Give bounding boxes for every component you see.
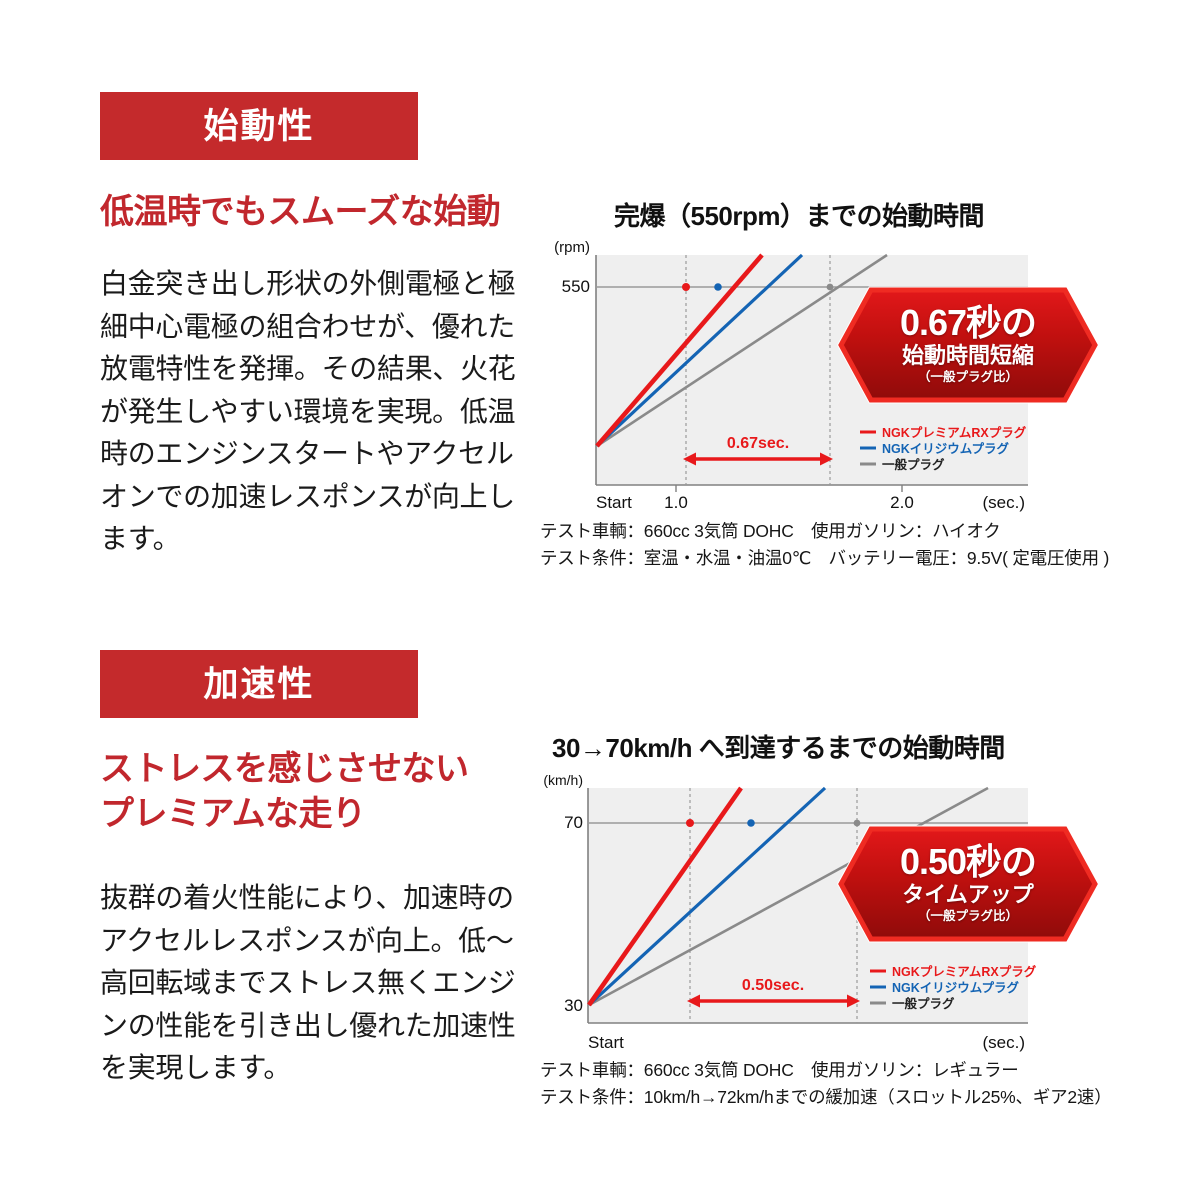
chart-title-startability: 完爆（550rpm）までの始動時間 [614,201,985,231]
annotation-label-acceleration: 0.50sec. [742,977,804,994]
x-tick-label-start: Start [588,1033,624,1052]
series-line-premium-rx [595,253,764,448]
series-line-iridium [587,786,827,1007]
category-badge-label: 加速性 [203,664,315,704]
chart-acceleration: 0.50sec. (km/h) 70 30 Start (sec.) NGKプレ… [540,768,1120,1058]
acceleration-left-column: 加速性 [100,650,540,718]
footnotes-startability: テスト車輌：660cc 3気筒 DOHC 使用ガソリン：ハイオク テスト条件：室… [540,518,1120,572]
series-line-iridium [595,253,804,448]
legend-label-standard: 一般プラグ [882,457,945,472]
startability-body-wrap: 白金突き出し形状の外側電極と極細中心電極の組合わせが、優れた放電特性を発揮。その… [100,263,534,561]
section-acceleration: 加速性 ストレスを感じさせない プレミアムな走り 抜群の着火性能により、加速時の… [0,620,1200,1200]
category-badge-startability: 始動性 [100,92,418,160]
y-axis-unit-label: (rpm) [554,239,590,256]
chart-title-acceleration: 30→70km/h へ到達するまでの始動時間 [552,733,1005,763]
series-line-standard [596,253,888,448]
annotation-label-startability: 0.67sec. [727,435,789,452]
acceleration-body-wrap: 抜群の着火性能により、加速時のアクセルレスポンスが向上。低〜高回転域までストレス… [100,877,534,1090]
callout-label-acceleration: タイムアップ [902,881,1034,907]
x-axis-unit-label: (sec.) [983,493,1026,512]
series-line-standard [588,786,989,1007]
acceleration-headline-wrap: ストレスを感じさせない プレミアムな走り [100,747,540,837]
callout-badge-shape [837,286,1099,404]
callout-label-startability: 始動時間短縮 [901,342,1034,368]
acceleration-chart-title-wrap: 30→70km/h へ到達するまでの始動時間 [540,728,1120,765]
startability-headline-wrap: 低温時でもスムーズな始動 [100,190,540,235]
y-axis-unit-label: (km/h) [543,772,583,788]
legend-label-iridium: NGKイリジウムプラグ [882,441,1010,456]
callout-value-acceleration: 0.50秒の [899,840,1037,882]
footnotes-acceleration: テスト車輌：660cc 3気筒 DOHC 使用ガソリン：レギュラー テスト条件：… [540,1057,1120,1111]
legend-label-premium-rx: NGKプレミアムRXプラグ [892,964,1037,979]
acceleration-headline: ストレスを感じさせない プレミアムな走り [100,750,469,833]
series-point-premium-rx [682,283,690,291]
y-tick-label-70: 70 [564,813,583,832]
series-point-standard [853,819,861,827]
callout-badge-acceleration: 0.50秒の タイムアップ （一般プラグ比） [837,825,1099,948]
chart-legend-acceleration: NGKプレミアムRXプラグ NGKイリジウムプラグ 一般プラグ [870,964,1037,1011]
series-point-premium-rx [686,819,694,827]
section-startability: 始動性 低温時でもスムーズな始動 白金突き出し形状の外側電極と極細中心電極の組合… [100,92,1120,572]
callout-badge-startability: 0.67秒の 始動時間短縮 （一般プラグ比） [837,286,1099,409]
series-point-standard [826,283,834,291]
annotation-arrow-startability [683,452,833,466]
legend-label-iridium: NGKイリジウムプラグ [892,980,1020,995]
series-point-iridium [747,819,755,827]
x-tick-label-1: 1.0 [664,493,688,512]
chart-legend-startability: NGKプレミアムRXプラグ NGKイリジウムプラグ 一般プラグ [860,425,1027,472]
footnote-line: テスト車輌：660cc 3気筒 DOHC 使用ガソリン：レギュラー [540,1060,1019,1080]
footnote-line: テスト車輌：660cc 3気筒 DOHC 使用ガソリン：ハイオク [540,521,1001,541]
x-tick-label-2: 2.0 [890,493,914,512]
series-line-premium-rx [587,786,743,1007]
startability-chart-title-wrap: 完爆（550rpm）までの始動時間 [540,196,1120,233]
startability-headline: 低温時でもスムーズな始動 [100,193,501,231]
x-axis-unit-label: (sec.) [983,1033,1026,1052]
callout-note-acceleration: （一般プラグ比） [917,909,1018,923]
acceleration-body-text: 抜群の着火性能により、加速時のアクセルレスポンスが向上。低〜高回転域までストレス… [100,882,516,1084]
series-point-iridium [714,283,722,291]
chart-startability: 0.67sec. (rpm) 550 Start 1.0 2.0 (sec.) … [540,236,1120,521]
callout-badge-shape [837,825,1099,943]
x-tick-label-start: Start [596,493,632,512]
category-badge-label: 始動性 [203,106,315,146]
footnote-line: テスト条件：10km/h→72km/hまでの緩加速（スロットル25%、ギア2速） [540,1087,1112,1108]
callout-note-startability: （一般プラグ比） [917,370,1018,384]
legend-label-standard: 一般プラグ [892,996,955,1011]
annotation-arrow-acceleration [687,994,860,1008]
y-tick-label-550: 550 [562,277,590,296]
startability-body-text: 白金突き出し形状の外側電極と極細中心電極の組合わせが、優れた放電特性を発揮。その… [100,268,516,555]
callout-value-startability: 0.67秒の [899,301,1037,343]
legend-label-premium-rx: NGKプレミアムRXプラグ [882,425,1027,440]
y-tick-label-30: 30 [564,996,583,1015]
footnote-line: テスト条件：室温・水温・油温0℃ バッテリー電圧：9.5V( 定電圧使用 ) [540,548,1110,569]
category-badge-acceleration: 加速性 [100,650,418,718]
startability-left-column: 始動性 [100,92,540,160]
